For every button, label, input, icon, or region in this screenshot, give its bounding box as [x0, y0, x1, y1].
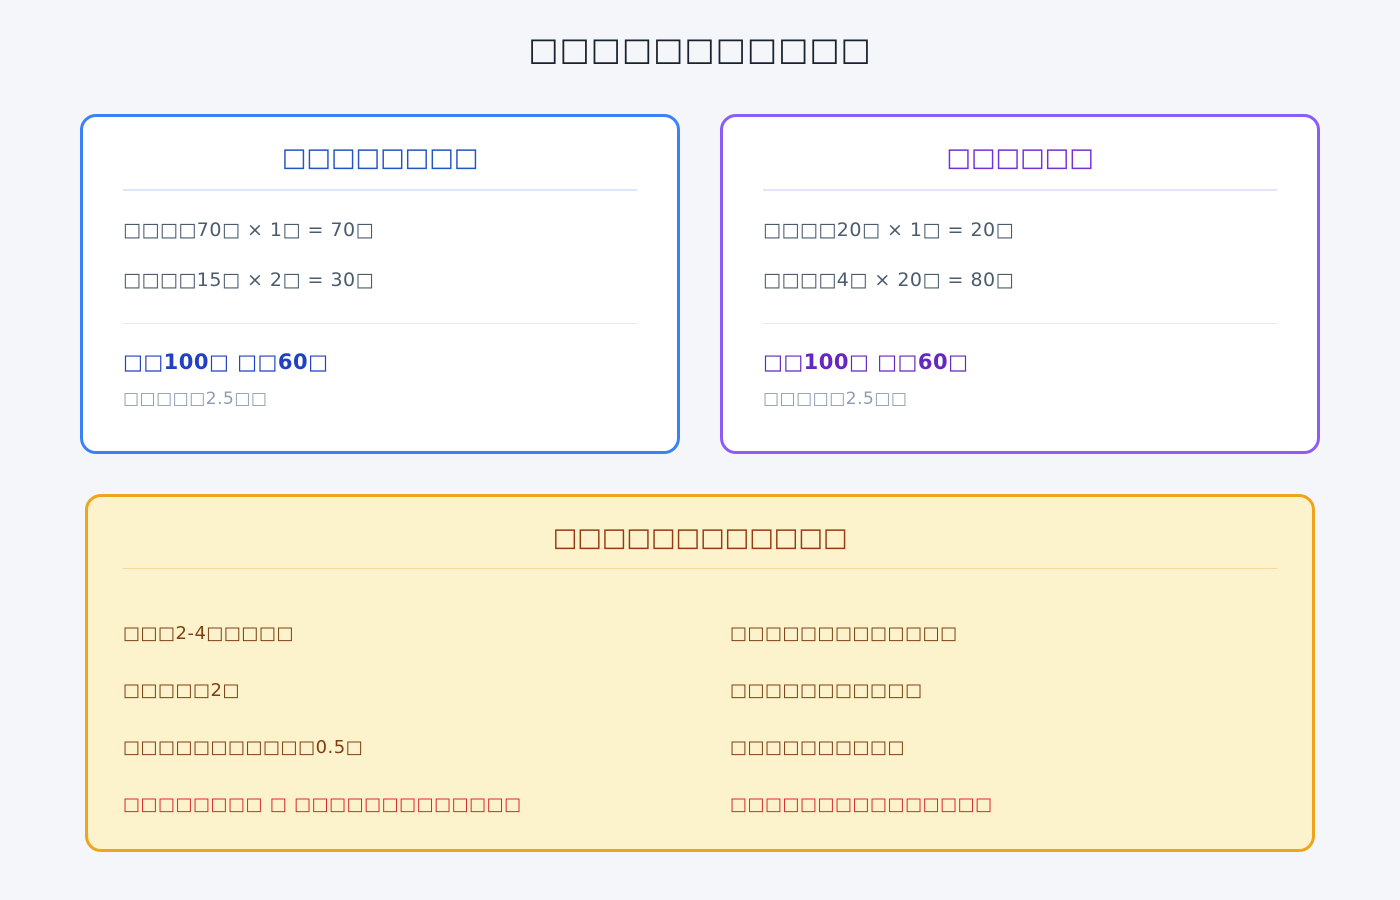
- right-comparison-card: □□□□□□ □□□□20□ × 1□ = 20□ □□□□4□ × 20□ =…: [720, 114, 1320, 454]
- left-card-total: □□100□ □□60□: [123, 350, 329, 374]
- page-title: □□□□□□□□□□□: [528, 30, 872, 68]
- right-card-calc-line-1: □□□□20□ × 1□ = 20□: [763, 219, 1015, 241]
- left-card-calc-line-2: □□□□15□ × 2□ = 30□: [123, 269, 375, 291]
- note-item: □□□□□□□□□□□0.5□: [123, 737, 364, 758]
- right-card-title: □□□□□□: [763, 143, 1277, 191]
- left-card-note: □□□□□2.5□□: [123, 389, 268, 409]
- comparison-cards-row: □□□□□□□□ □□□□70□ × 1□ = 70□ □□□□15□ × 2□…: [80, 114, 1320, 454]
- notes-card-title: □□□□□□□□□□□□: [123, 523, 1277, 569]
- notes-right-column: □□□□□□□□□□□□□ □□□□□□□□□□□ □□□□□□□□□□ □□□…: [730, 587, 1277, 815]
- left-card-title: □□□□□□□□: [123, 143, 637, 191]
- note-item: □□□□□□□□□□□□□: [730, 623, 958, 644]
- left-comparison-card: □□□□□□□□ □□□□70□ × 1□ = 70□ □□□□15□ × 2□…: [80, 114, 680, 454]
- note-item-alert: □□□□□□□□□□□□□□□: [730, 794, 993, 815]
- notes-left-column: □□□2-4□□□□□ □□□□□2□ □□□□□□□□□□□0.5□ □□□□…: [123, 587, 670, 815]
- left-card-calc-line-1: □□□□70□ × 1□ = 70□: [123, 219, 375, 241]
- note-item: □□□2-4□□□□□: [123, 623, 294, 644]
- right-card-divider: [763, 323, 1277, 324]
- notes-card: □□□□□□□□□□□□ □□□2-4□□□□□ □□□□□2□ □□□□□□□…: [85, 494, 1315, 852]
- notes-grid: □□□2-4□□□□□ □□□□□2□ □□□□□□□□□□□0.5□ □□□□…: [123, 587, 1277, 815]
- note-item: □□□□□2□: [123, 680, 240, 701]
- right-card-total: □□100□ □□60□: [763, 350, 969, 374]
- left-card-divider: [123, 323, 637, 324]
- right-card-note: □□□□□2.5□□: [763, 389, 908, 409]
- right-card-calc-line-2: □□□□4□ × 20□ = 80□: [763, 269, 1015, 291]
- note-item-alert: □□□□□□□□ □ □□□□□□□□□□□□□: [123, 794, 522, 815]
- note-item: □□□□□□□□□□□: [730, 680, 923, 701]
- note-item: □□□□□□□□□□: [730, 737, 906, 758]
